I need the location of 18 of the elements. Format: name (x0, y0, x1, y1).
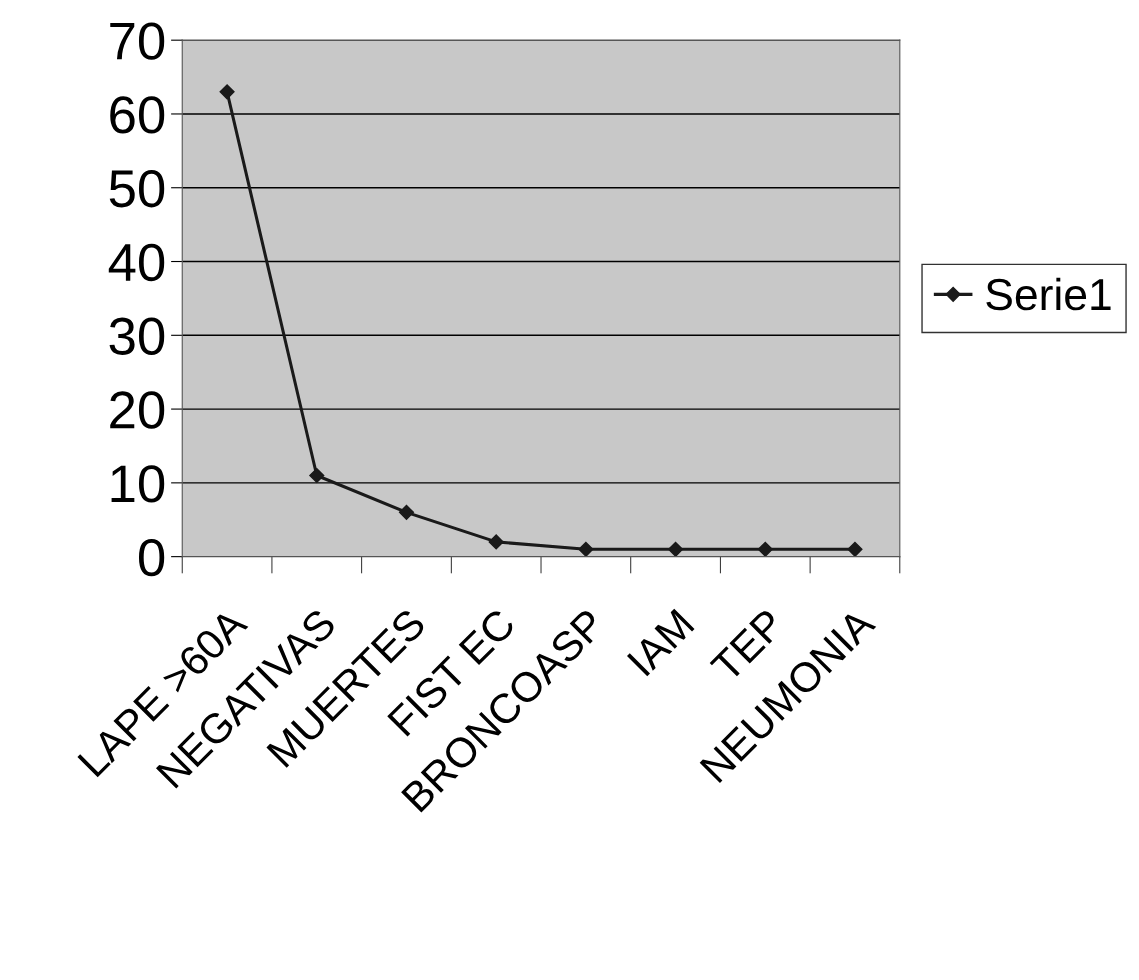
y-tick-label: 30 (109, 317, 165, 355)
y-tick-label: 10 (111, 465, 165, 503)
y-tick-label: 20 (110, 391, 165, 429)
point (398, 504, 415, 520)
y-tick-label: 70 (110, 22, 165, 60)
point (847, 541, 863, 557)
x-tick-label: IAM (626, 608, 695, 677)
y-tick-label: 50 (109, 170, 165, 208)
point (219, 84, 235, 100)
point (488, 534, 504, 550)
point (667, 541, 684, 557)
point (578, 541, 594, 557)
legend-label: Serie1 (986, 277, 1111, 311)
point (757, 541, 773, 557)
point (309, 467, 325, 484)
y-tick-label: 40 (108, 243, 165, 282)
y-tick-label: 0 (138, 538, 165, 577)
y-tick-label: 60 (110, 96, 165, 134)
